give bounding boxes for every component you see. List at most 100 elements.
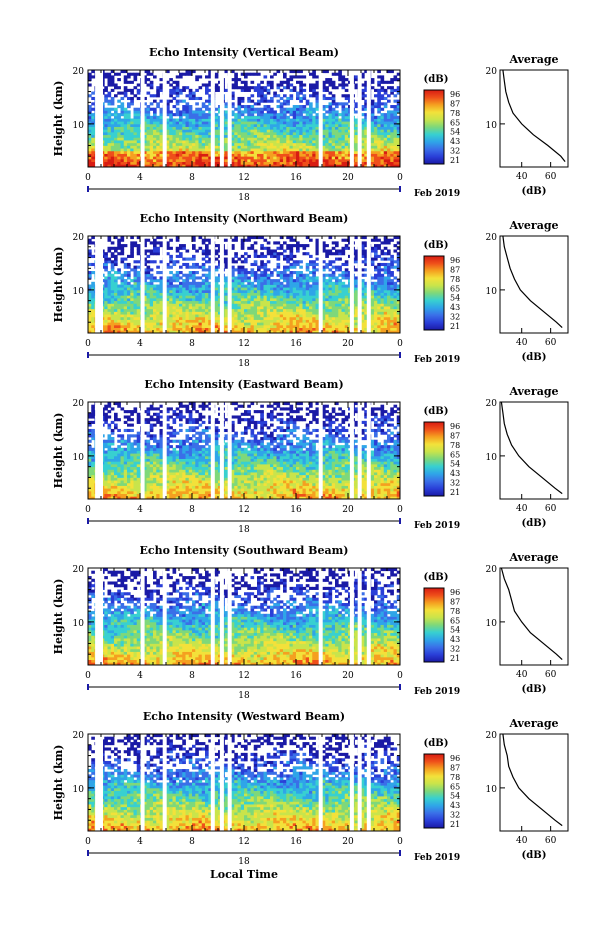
data-gap [219, 402, 224, 499]
colorbar-tick-label: 32 [450, 479, 460, 488]
profile-line [502, 235, 563, 329]
data-gap [162, 236, 167, 333]
colorbar-tick-label: 65 [450, 616, 460, 625]
colorbar-unit: (dB) [424, 572, 449, 583]
data-gap [140, 568, 145, 665]
beam-panel-4: Echo Intensity (Southward Beam) 20 10 Heigh… [52, 544, 569, 701]
data-gap [95, 734, 100, 831]
x-tick-label: 20 [342, 837, 354, 847]
data-gap [210, 236, 215, 333]
profile-y-tick-label: 20 [486, 731, 498, 741]
x-tick-label: 20 [342, 339, 354, 349]
date-label: Feb 2019 [414, 189, 460, 199]
data-gap [95, 568, 100, 665]
data-gap [210, 402, 215, 499]
colorbar-tick-label: 32 [450, 811, 460, 820]
colorbar-tick-label: 87 [450, 431, 460, 440]
data-gap [366, 568, 371, 665]
colorbar-tick-label: 87 [450, 99, 460, 108]
colorbar-tick-label: 87 [450, 597, 460, 606]
colorbar-tick-label: 32 [450, 147, 460, 156]
data-gap [318, 734, 323, 831]
data-gap [140, 734, 145, 831]
colorbar [423, 421, 445, 497]
x-tick-label: 0 [397, 837, 403, 847]
colorbar-tick-label: 54 [450, 626, 460, 635]
colorbar-tick-label: 54 [450, 294, 460, 303]
colorbar-tick-label: 65 [450, 450, 460, 459]
profile-x-tick-label: 40 [516, 338, 528, 348]
data-gap [318, 236, 323, 333]
profile-title: Average [508, 551, 558, 564]
data-gap [99, 236, 103, 333]
profile-y-tick-label: 20 [486, 67, 498, 77]
day-label: 18 [238, 857, 250, 867]
data-gap [366, 70, 371, 167]
data-gap [227, 70, 232, 167]
data-gap [140, 70, 145, 167]
data-gaps [95, 568, 371, 665]
data-gaps [95, 70, 371, 167]
profile-x-tick-label: 60 [545, 670, 557, 680]
colorbar-tick-label: 21 [450, 322, 460, 331]
data-gap [357, 402, 362, 499]
data-gap [95, 70, 100, 167]
data-gap [99, 402, 103, 499]
data-gaps [95, 734, 371, 831]
colorbar-tick-label: 54 [450, 128, 460, 137]
x-tick-label: 20 [342, 671, 354, 681]
profile-line [502, 733, 563, 827]
profile-y-tick-label: 10 [486, 619, 498, 629]
profile-title: Average [508, 219, 558, 232]
colorbar-tick-label: 32 [450, 645, 460, 654]
colorbar-unit: (dB) [424, 74, 449, 85]
colorbar-tick-label: 54 [450, 460, 460, 469]
x-tick-label: 0 [85, 837, 91, 847]
profile-x-tick-label: 60 [545, 504, 557, 514]
x-tick-label: 12 [238, 339, 249, 349]
profile-frame [499, 733, 569, 832]
panel-title: Echo Intensity (Westward Beam) [143, 710, 345, 723]
data-gap [95, 236, 100, 333]
profile-frame [499, 567, 569, 666]
panel-title: Echo Intensity (Eastward Beam) [144, 378, 343, 391]
data-gap [318, 568, 323, 665]
colorbar-tick-label: 43 [450, 137, 460, 146]
x-tick-label: 16 [290, 505, 302, 515]
y-tick-label: 10 [73, 453, 85, 463]
average-profile: Average 40 60 20 10 (dB) [486, 53, 569, 197]
x-tick-label: 0 [85, 173, 91, 183]
day-label: 18 [238, 525, 250, 535]
data-gap [366, 734, 371, 831]
beam-panel-5: Echo Intensity (Westward Beam) 20 10 Height… [52, 710, 569, 867]
x-tick-label: 12 [238, 505, 249, 515]
profile-x-label: (dB) [522, 518, 547, 529]
profile-title: Average [508, 385, 558, 398]
x-tick-label: 20 [342, 173, 354, 183]
data-gap [210, 568, 215, 665]
x-tick-label: 0 [397, 505, 403, 515]
y-tick-label: 20 [73, 731, 85, 741]
y-tick-label: 10 [73, 785, 85, 795]
x-tick-label: 12 [238, 671, 249, 681]
profile-y-tick-label: 10 [486, 453, 498, 463]
panel-title: Echo Intensity (Southward Beam) [140, 544, 349, 557]
profile-title: Average [508, 53, 558, 66]
data-gap [227, 236, 232, 333]
y-axis-label: Height (km) [52, 247, 65, 323]
x-tick-label: 4 [137, 671, 143, 681]
profile-x-tick-label: 40 [516, 504, 528, 514]
data-gap [210, 70, 215, 167]
x-tick-label: 0 [85, 505, 91, 515]
data-gap [219, 70, 224, 167]
profile-y-tick-label: 10 [486, 287, 498, 297]
profile-x-tick-label: 40 [516, 670, 528, 680]
data-gap [349, 236, 354, 333]
colorbar-tick-label: 96 [450, 90, 460, 99]
y-tick-label: 20 [73, 233, 85, 243]
x-tick-label: 0 [85, 671, 91, 681]
data-gap [162, 568, 167, 665]
data-gap [227, 402, 232, 499]
x-tick-label: 8 [189, 837, 195, 847]
